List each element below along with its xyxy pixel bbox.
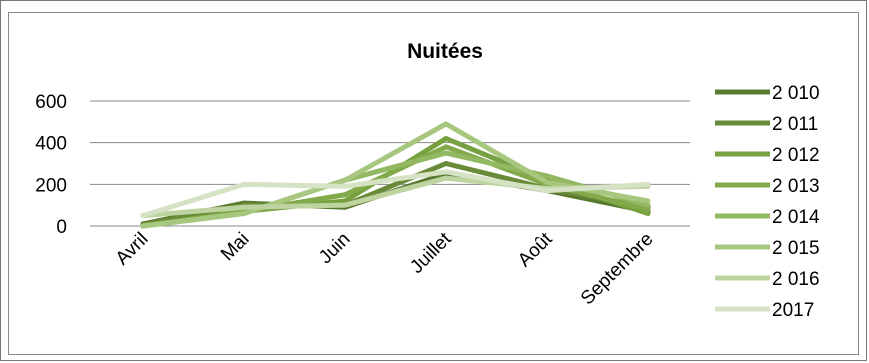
- gridlines: [90, 100, 690, 227]
- legend-label: 2 011: [772, 114, 818, 135]
- data-point: [443, 169, 449, 175]
- data-point: [645, 211, 651, 216]
- legend-label: 2 015: [772, 238, 820, 259]
- data-point: [241, 204, 247, 210]
- data-point: [342, 183, 348, 189]
- data-point: [645, 206, 651, 212]
- y-tick-label: 0: [56, 217, 67, 238]
- x-tick-label: Mai: [217, 229, 254, 266]
- data-point: [342, 177, 348, 183]
- data-point: [443, 144, 449, 150]
- data-point: [443, 161, 449, 166]
- data-point: [140, 223, 146, 229]
- data-point: [342, 192, 348, 198]
- y-tick-label: 400: [35, 134, 67, 155]
- data-point: [544, 188, 550, 194]
- y-tick-label: 600: [35, 92, 67, 113]
- x-tick-label: Juin: [315, 229, 354, 268]
- legend-label: 2 014: [772, 207, 820, 228]
- legend-label: 2 010: [772, 83, 820, 104]
- x-tick-label: Avril: [112, 229, 153, 270]
- legend: 2 010 2 011 2 012 2 013 2 014 2 015 2 016 2017: [715, 83, 820, 321]
- series-lines: [140, 121, 651, 229]
- data-point: [443, 121, 449, 127]
- legend-label: 2 012: [772, 145, 820, 166]
- series-line-7: [140, 169, 651, 219]
- y-axis-ticks: 0 200 400 600: [35, 92, 67, 238]
- data-point: [241, 211, 247, 216]
- x-tick-label: Juillet: [406, 228, 456, 278]
- data-point: [645, 198, 651, 204]
- data-point: [645, 181, 651, 187]
- data-point: [443, 150, 449, 156]
- data-point: [140, 213, 146, 219]
- y-tick-label: 200: [35, 175, 67, 196]
- series-line-5: [140, 121, 651, 229]
- data-point: [241, 181, 247, 187]
- data-point: [342, 202, 348, 208]
- data-point: [443, 175, 449, 181]
- chart-title: Nuitées: [407, 40, 483, 63]
- x-tick-label: Août: [514, 228, 557, 271]
- legend-label: 2 016: [772, 269, 820, 290]
- data-point: [443, 136, 449, 141]
- legend-label: 2 013: [772, 176, 820, 197]
- x-axis-ticks: Avril Mai Juin Juillet Août Septembre: [112, 228, 658, 309]
- data-point: [645, 202, 651, 208]
- x-tick-label: Septembre: [577, 229, 658, 310]
- data-point: [544, 173, 550, 179]
- legend-label: 2017: [772, 300, 814, 321]
- data-point: [544, 179, 550, 185]
